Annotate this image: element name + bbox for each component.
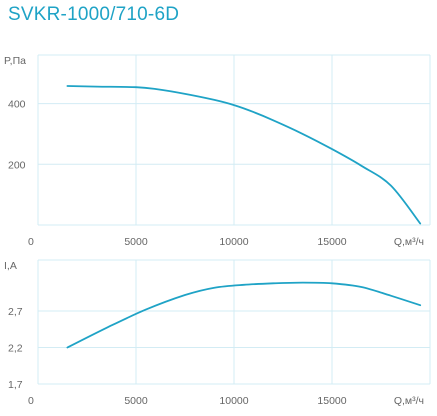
y-axis-label: I,А [4, 260, 17, 272]
chart-title: SVKR-1000/710-6D [8, 4, 180, 25]
y-tick-label: 400 [8, 99, 26, 111]
x-axis-label: Q,м³/ч [394, 236, 424, 248]
chart-1: 200 400 0 5000 10000 15000 Q,м³/ч P,Па [4, 54, 431, 248]
x-tick-label: 5000 [124, 395, 148, 407]
x-tick-label: 5000 [124, 236, 148, 248]
x-tick-label: 0 [28, 236, 34, 248]
series-line [66, 85, 422, 225]
chart-2: 1,7 2,2 2,7 0 5000 10000 15000 Q,м³/ч I,А [4, 259, 431, 407]
y-axis-label: P,Па [4, 55, 26, 67]
y-tick-label: 2,7 [8, 306, 23, 318]
x-tick-label: 10000 [219, 395, 248, 407]
x-tick-label: 10000 [219, 236, 248, 248]
x-axis-label: Q,м³/ч [394, 395, 424, 407]
x-tick-label: 0 [28, 395, 34, 407]
x-tick-label: 15000 [317, 395, 346, 407]
y-tick-label: 1,7 [8, 379, 23, 391]
series-line [66, 281, 422, 349]
x-tick-label: 15000 [317, 236, 346, 248]
y-tick-label: 2,2 [8, 343, 23, 355]
y-tick-label: 200 [8, 159, 26, 171]
